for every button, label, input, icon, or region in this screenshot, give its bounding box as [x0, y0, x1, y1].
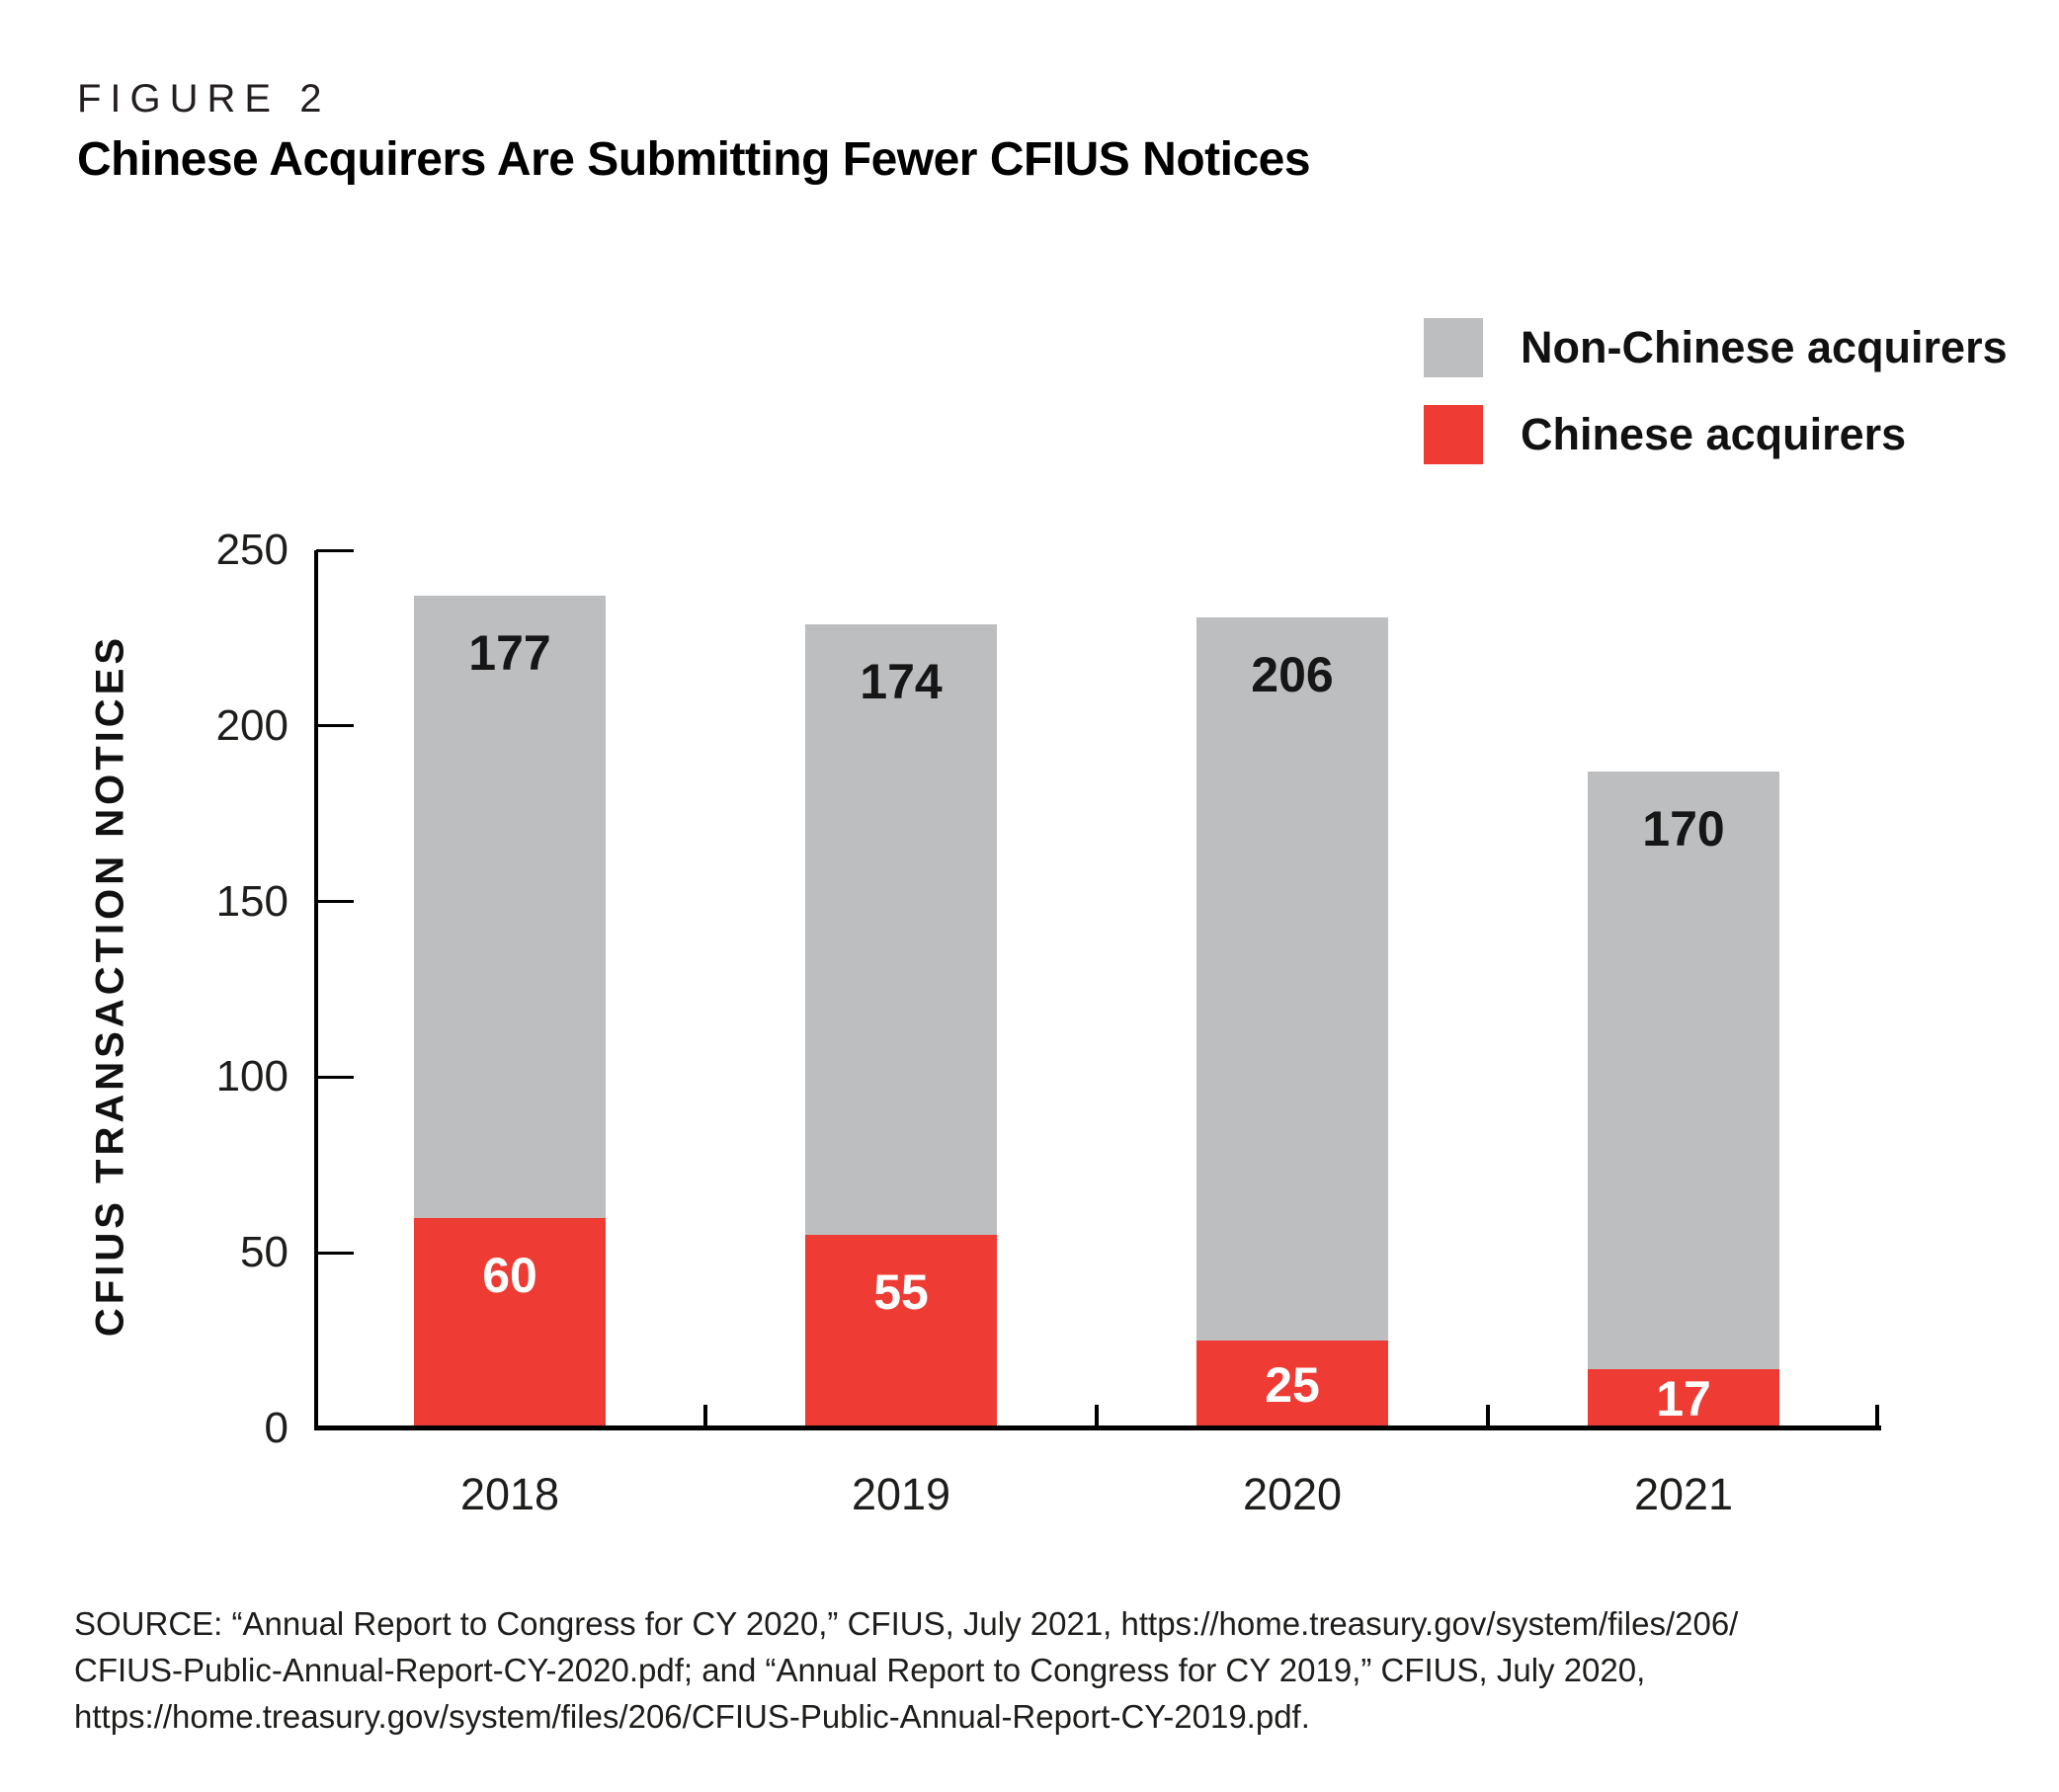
source-line: SOURCE: “Annual Report to Congress for C…	[74, 1605, 1739, 1642]
x-tick	[1095, 1405, 1099, 1425]
bar-2020-non-chinese-segment	[1196, 616, 1388, 1342]
y-tick-label: 200	[215, 700, 288, 750]
legend-item-non-chinese: Non-Chinese acquirers	[1424, 318, 2008, 377]
bar-2021-non-chinese-segment	[1588, 772, 1779, 1369]
figure-label: FIGURE 2	[77, 77, 331, 121]
page-title: Chinese Acquirers Are Submitting Fewer C…	[77, 133, 1311, 186]
x-axis-label-2021: 2021	[1633, 1469, 1734, 1519]
value-label-non-chinese-2020: 206	[1251, 646, 1334, 702]
value-label-chinese-2018: 60	[482, 1247, 537, 1303]
x-axis-label-2020: 2020	[1242, 1469, 1343, 1519]
y-tick-label: 150	[215, 876, 288, 926]
value-label-chinese-2019: 55	[873, 1264, 929, 1321]
value-label-non-chinese-2019: 174	[860, 653, 943, 709]
legend-swatch-non-chinese	[1424, 318, 1483, 377]
bar-2019-non-chinese-segment	[805, 623, 997, 1236]
source-note: SOURCE: “Annual Report to Congress for C…	[74, 1600, 2011, 1740]
x-axis-label-2018: 2018	[459, 1469, 560, 1519]
legend-swatch-chinese	[1424, 405, 1483, 464]
x-tick	[1486, 1405, 1490, 1425]
y-tick-label: 250	[215, 526, 288, 574]
y-axis-line	[314, 550, 318, 1430]
value-label-non-chinese-2021: 170	[1642, 801, 1725, 857]
bar-2021-chinese-segment	[1588, 1368, 1779, 1425]
y-tick	[316, 1251, 354, 1255]
y-tick	[316, 724, 354, 728]
x-axis-line	[314, 1425, 1881, 1430]
bar-2020-chinese-segment	[1196, 1341, 1388, 1425]
y-tick-label: 100	[215, 1052, 288, 1101]
y-tick-label: 50	[240, 1228, 288, 1277]
bar-2019-chinese-segment	[805, 1235, 997, 1425]
x-axis-label-2019: 2019	[851, 1469, 951, 1519]
value-label-chinese-2021: 17	[1656, 1370, 1711, 1426]
value-label-chinese-2020: 25	[1265, 1356, 1320, 1413]
y-tick-label: 0	[264, 1404, 288, 1452]
x-tick	[703, 1405, 707, 1425]
bar-2018-non-chinese-segment	[414, 596, 606, 1218]
y-tick	[316, 548, 354, 552]
legend-item-chinese: Chinese acquirers	[1424, 405, 1906, 464]
source-line: https://home.treasury.gov/system/files/2…	[74, 1698, 1310, 1735]
x-tick	[1875, 1405, 1879, 1425]
legend-label-non-chinese: Non-Chinese acquirers	[1521, 322, 2008, 372]
y-tick	[316, 1075, 354, 1079]
y-tick	[316, 900, 354, 904]
value-label-non-chinese-2018: 177	[468, 625, 551, 682]
bar-2018-chinese-segment	[414, 1217, 606, 1425]
source-line: CFIUS-Public-Annual-Report-CY-2020.pdf; …	[74, 1652, 1646, 1688]
legend-label-chinese: Chinese acquirers	[1521, 409, 1907, 459]
